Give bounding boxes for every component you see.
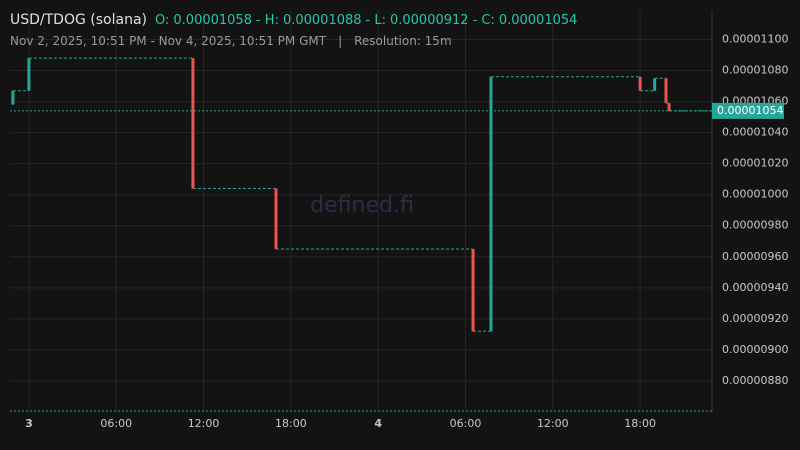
candle (11, 90, 29, 105)
last-price-label: 0.00001054 (717, 104, 783, 117)
y-tick-label: 0.00000920 (722, 312, 788, 325)
ohlc-value: 0.00000912 (390, 13, 469, 28)
candle (638, 76, 655, 92)
x-tick-label: 18:00 (275, 417, 307, 430)
y-tick-label: 0.00001080 (722, 64, 788, 77)
ohlc-label: O: (155, 13, 169, 28)
y-tick-label: 0.00000940 (722, 281, 788, 294)
candle (489, 76, 641, 332)
watermark: defined.fi (310, 193, 414, 218)
y-tick-label: 0.00000900 (722, 343, 788, 356)
y-tick-label: 0.00000960 (722, 250, 788, 263)
y-tick-label: 0.00001020 (722, 157, 788, 170)
resolution: Resolution: 15m (354, 34, 452, 48)
candle (274, 188, 474, 250)
x-tick-label: 06:00 (450, 417, 482, 430)
y-tick-label: 0.00001040 (722, 126, 788, 139)
x-tick-label: 12:00 (537, 417, 569, 430)
y-tick-label: 0.00000880 (722, 374, 788, 387)
candle-body (664, 78, 668, 104)
candle (471, 249, 491, 332)
candle-body (653, 78, 657, 91)
candle-body (638, 76, 642, 91)
candle-body (11, 90, 15, 105)
candle (653, 77, 667, 91)
candle (27, 57, 193, 91)
ohlc-label: - L: (366, 13, 386, 28)
ohlc-label: - C: (473, 13, 495, 28)
separator: | (338, 34, 342, 48)
subtitle: Nov 2, 2025, 10:51 PM - Nov 4, 2025, 10:… (10, 34, 327, 48)
ohlc-value: 0.00001058 (173, 13, 252, 28)
candle-body (667, 103, 671, 111)
ohlc-value: 0.00001088 (283, 13, 362, 28)
last-price-tag (712, 102, 784, 119)
ohlc-value: 0.00001054 (499, 13, 578, 28)
candle (191, 58, 277, 189)
x-tick-label: 4 (374, 417, 382, 430)
candle-body (471, 249, 475, 332)
chart-title: USD/TDOG (solana) (10, 12, 147, 28)
x-tick-label: 18:00 (624, 417, 656, 430)
subtitle-line: Nov 2, 2025, 10:51 PM - Nov 4, 2025, 10:… (10, 34, 452, 48)
candle-body (274, 188, 278, 250)
x-tick-label: 3 (25, 417, 33, 430)
y-tick-label: 0.00000980 (722, 219, 788, 232)
ohlc-label: - H: (256, 13, 279, 28)
candle-body (27, 58, 31, 91)
x-tick-label: 06:00 (100, 417, 132, 430)
y-tick-label: 0.00001100 (722, 32, 788, 45)
y-tick-label: 0.00001000 (722, 188, 788, 201)
header: USD/TDOG (solana) O: 0.00001058 - H: 0.00001… (10, 12, 577, 28)
x-tick-label: 12:00 (188, 417, 220, 430)
candle-body (489, 76, 493, 332)
candle-body (191, 58, 195, 189)
